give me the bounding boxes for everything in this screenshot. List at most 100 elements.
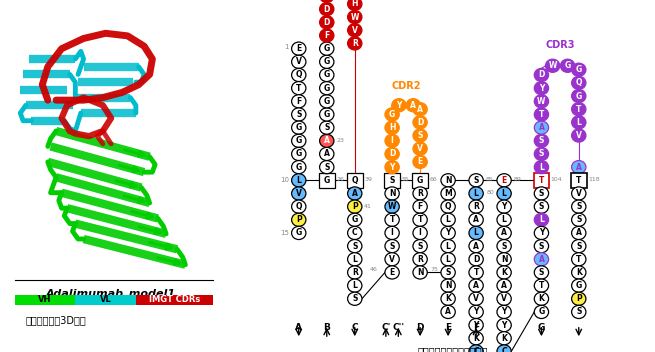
Text: S: S — [324, 123, 329, 132]
Text: T: T — [576, 105, 582, 114]
Text: L: L — [352, 255, 357, 264]
Circle shape — [413, 155, 427, 169]
Text: L: L — [502, 189, 506, 198]
Text: A: A — [473, 281, 479, 290]
Circle shape — [291, 200, 306, 213]
Circle shape — [534, 95, 549, 108]
Circle shape — [291, 82, 306, 95]
Circle shape — [291, 134, 306, 147]
Text: S: S — [576, 241, 582, 251]
Text: S: S — [576, 202, 582, 211]
Text: Y: Y — [502, 321, 507, 329]
Text: 41: 41 — [364, 203, 372, 208]
FancyBboxPatch shape — [412, 173, 428, 188]
Circle shape — [348, 213, 362, 226]
Circle shape — [406, 99, 421, 112]
Circle shape — [534, 108, 549, 121]
FancyBboxPatch shape — [347, 173, 363, 188]
Text: K: K — [445, 294, 451, 303]
Circle shape — [320, 82, 334, 95]
Circle shape — [385, 108, 400, 121]
Text: Q: Q — [295, 202, 302, 211]
Circle shape — [348, 24, 362, 37]
Circle shape — [413, 253, 427, 266]
Text: 10: 10 — [280, 177, 289, 183]
Circle shape — [497, 239, 512, 253]
Circle shape — [534, 239, 549, 253]
Circle shape — [441, 239, 455, 253]
Circle shape — [441, 266, 455, 279]
Circle shape — [534, 121, 549, 134]
Text: T: T — [539, 110, 544, 119]
Circle shape — [291, 55, 306, 68]
Text: G: G — [538, 307, 544, 316]
Text: N: N — [445, 176, 451, 185]
Text: L: L — [474, 228, 479, 238]
Circle shape — [413, 103, 427, 116]
Circle shape — [413, 226, 427, 239]
Circle shape — [497, 200, 512, 213]
Text: 46: 46 — [369, 267, 377, 272]
Circle shape — [534, 82, 549, 95]
Circle shape — [441, 253, 455, 266]
Circle shape — [572, 187, 586, 200]
Circle shape — [320, 134, 334, 147]
Circle shape — [572, 292, 586, 305]
Text: G: G — [538, 323, 545, 332]
Text: A: A — [501, 228, 507, 238]
Text: T: T — [474, 268, 479, 277]
Circle shape — [497, 213, 512, 226]
Text: 55: 55 — [402, 177, 409, 182]
Text: S: S — [417, 241, 422, 251]
Text: K: K — [501, 268, 507, 277]
Circle shape — [413, 239, 427, 253]
Text: L: L — [445, 255, 451, 264]
Text: A: A — [473, 215, 479, 224]
Text: A: A — [324, 136, 329, 145]
Circle shape — [348, 253, 362, 266]
Text: 118: 118 — [588, 177, 600, 182]
Text: I: I — [390, 228, 394, 238]
Text: T: T — [390, 215, 395, 224]
Text: 23: 23 — [336, 138, 344, 143]
Text: S: S — [539, 150, 544, 158]
Text: D: D — [389, 150, 395, 158]
Text: D: D — [473, 255, 479, 264]
Text: C: C — [474, 347, 479, 352]
Text: W: W — [537, 97, 546, 106]
Text: A: A — [445, 307, 451, 316]
Text: A: A — [417, 105, 423, 114]
Text: E: E — [390, 268, 395, 277]
Circle shape — [348, 37, 362, 50]
Circle shape — [469, 174, 483, 187]
Text: A: A — [538, 123, 544, 132]
Text: R: R — [352, 268, 358, 277]
Text: M: M — [444, 189, 452, 198]
Text: 89: 89 — [514, 177, 521, 182]
Circle shape — [441, 226, 455, 239]
Text: D: D — [324, 5, 330, 14]
Text: D: D — [538, 70, 544, 80]
Text: G: G — [295, 163, 302, 172]
Circle shape — [497, 226, 512, 239]
Text: W: W — [350, 13, 359, 21]
Text: V: V — [352, 26, 358, 35]
Text: L: L — [474, 189, 479, 198]
FancyBboxPatch shape — [75, 295, 136, 304]
Text: R: R — [473, 202, 479, 211]
Circle shape — [413, 213, 427, 226]
Circle shape — [385, 253, 400, 266]
Circle shape — [320, 55, 334, 68]
Text: V: V — [296, 57, 302, 66]
Text: C'': C'' — [392, 323, 404, 332]
Circle shape — [497, 305, 512, 319]
Text: I: I — [390, 136, 394, 145]
Text: V: V — [576, 131, 582, 140]
Text: G: G — [324, 84, 330, 93]
Circle shape — [385, 266, 400, 279]
Circle shape — [572, 116, 586, 129]
FancyBboxPatch shape — [15, 295, 75, 304]
Circle shape — [469, 226, 483, 239]
Text: K: K — [473, 334, 479, 343]
Circle shape — [546, 59, 560, 73]
